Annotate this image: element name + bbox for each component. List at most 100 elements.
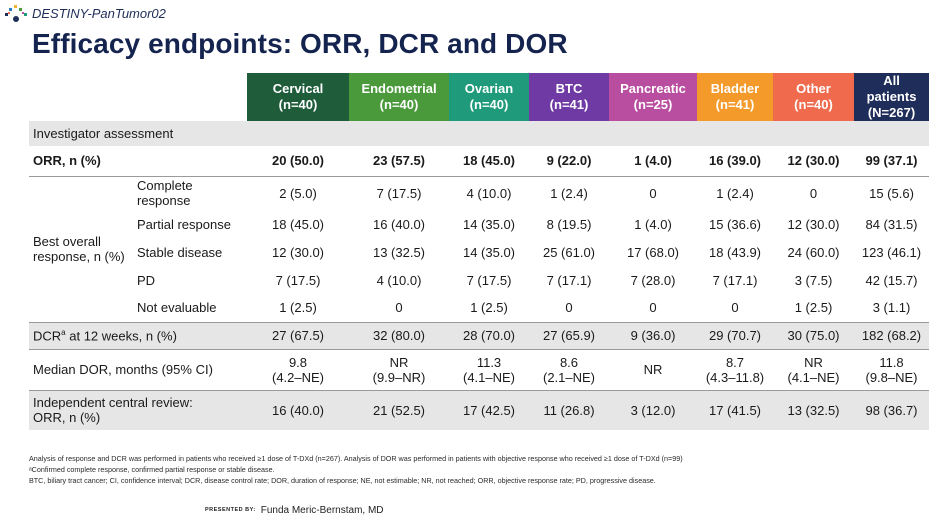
pr-label: Partial response bbox=[137, 216, 231, 232]
dor-value: NR bbox=[609, 349, 697, 391]
row-investigator: Investigator assessment bbox=[29, 121, 929, 146]
footnotes: Analysis of response and DCR was perform… bbox=[29, 453, 683, 486]
dcr-label: DCRa at 12 weeks, n (%) bbox=[29, 322, 247, 350]
pd-value: 4 (10.0) bbox=[376, 272, 422, 288]
icr-value: 13 (32.5) bbox=[773, 390, 854, 430]
dcr-label-sup: a bbox=[61, 327, 66, 337]
pr-value: 84 (31.5) bbox=[865, 216, 918, 232]
dcr-value: 182 (68.2) bbox=[854, 322, 929, 350]
dcr-value: 32 (80.0) bbox=[349, 322, 449, 350]
ne-value: 0 bbox=[609, 294, 697, 323]
column-name: All patients bbox=[866, 73, 917, 104]
pr-value: 1 (4.0) bbox=[634, 216, 672, 232]
dor-ci: (4.1–NE) bbox=[787, 369, 840, 385]
column-header-cervical: Cervical (n=40) bbox=[247, 73, 349, 121]
slide-title: Efficacy endpoints: ORR, DCR and DOR bbox=[32, 28, 568, 59]
pr-value: 18 (45.0) bbox=[271, 216, 325, 232]
pr-value: 12 (30.0) bbox=[787, 216, 840, 232]
column-header-pancreatic: Pancreatic (n=25) bbox=[609, 73, 697, 121]
sd-value: 25 (61.0) bbox=[542, 244, 596, 260]
ne-value: 1 (2.5) bbox=[449, 294, 529, 323]
ne-value: 1 (2.5) bbox=[247, 294, 349, 323]
column-n: (n=40) bbox=[278, 97, 318, 112]
footnote-abbreviations: BTC, biliary tract cancer; CI, confidenc… bbox=[29, 476, 656, 485]
header-row: Cervical (n=40) Endometrial (n=40) Ovarian (n… bbox=[29, 73, 929, 121]
column-name: Ovarian bbox=[464, 81, 514, 96]
dor-median: 11.8 bbox=[879, 354, 904, 370]
column-name: Bladder bbox=[710, 81, 760, 96]
dor-ci: (2.1–NE) bbox=[542, 369, 596, 385]
pr-value: 8 (19.5) bbox=[546, 216, 592, 232]
orr-value: 12 (30.0) bbox=[773, 146, 854, 177]
dor-median: 8.7 bbox=[725, 354, 745, 370]
dcr-value: 27 (65.9) bbox=[529, 322, 609, 350]
ne-value: 0 bbox=[349, 294, 449, 323]
dor-value: 11.3 (4.1–NE) bbox=[449, 349, 529, 391]
row-pd: PD 7 (17.5) 4 (10.0) 7 (17.5) 7 (17.1) 7 (28.… bbox=[29, 266, 929, 294]
row-sd: Stable disease 12 (30.0) 13 (32.5) 14 (35.0… bbox=[29, 238, 929, 266]
orr-value: 20 (50.0) bbox=[247, 146, 349, 177]
icr-label-line2: ORR, n (%) bbox=[33, 410, 101, 426]
ne-value: 3 (1.1) bbox=[854, 294, 929, 323]
sd-value: 17 (68.0) bbox=[626, 244, 680, 260]
sd-value: 18 (43.9) bbox=[708, 244, 762, 260]
dor-median: 11.3 bbox=[476, 354, 502, 370]
cr-value: 2 (5.0) bbox=[279, 185, 317, 201]
cr-label: Complete response bbox=[137, 178, 193, 209]
presenter-name: Funda Meric-Bernstam, MD bbox=[260, 505, 384, 516]
ne-value: 0 bbox=[697, 294, 773, 323]
column-header-endometrial: Endometrial (n=40) bbox=[349, 73, 449, 121]
column-header-bladder: Bladder (n=41) bbox=[697, 73, 773, 121]
sd-value: 13 (32.5) bbox=[372, 244, 426, 260]
pd-value: 7 (17.5) bbox=[466, 272, 512, 288]
column-n: (n=40) bbox=[379, 97, 419, 112]
study-name: DESTINY-PanTumor02 bbox=[32, 6, 166, 21]
row-dor: Median DOR, months (95% CI) 9.8 (4.2–NE) NR… bbox=[29, 349, 929, 391]
column-header-btc: BTC (n=41) bbox=[529, 73, 609, 121]
dor-median: NR bbox=[643, 362, 663, 377]
column-header-all-patients: All patients (N=267) bbox=[854, 73, 929, 121]
sd-value: 14 (35.0) bbox=[462, 244, 516, 260]
icr-value: 17 (41.5) bbox=[697, 390, 773, 430]
cr-value: 7 (17.5) bbox=[376, 185, 422, 201]
pd-value: 42 (15.7) bbox=[865, 272, 918, 288]
pd-value: 7 (17.1) bbox=[712, 272, 758, 288]
icr-value: 21 (52.5) bbox=[349, 390, 449, 430]
cr-value: 0 bbox=[809, 185, 818, 201]
dcr-value: 29 (70.7) bbox=[697, 322, 773, 350]
pd-value: 3 (7.5) bbox=[794, 272, 833, 288]
column-n: (n=41) bbox=[715, 97, 755, 112]
icr-value: 3 (12.0) bbox=[609, 390, 697, 430]
pd-value: 7 (17.1) bbox=[546, 272, 592, 288]
ne-value: 1 (2.5) bbox=[773, 294, 854, 323]
icr-value: 98 (36.7) bbox=[854, 390, 929, 430]
dor-median: NR bbox=[804, 354, 823, 370]
pr-value: 15 (36.6) bbox=[708, 216, 762, 232]
dcr-value: 28 (70.0) bbox=[449, 322, 529, 350]
row-dcr: DCRa at 12 weeks, n (%) 27 (67.5) 32 (80.0… bbox=[29, 322, 929, 350]
investigator-label: Investigator assessment bbox=[29, 121, 929, 146]
icr-label: Independent central review: ORR, n (%) bbox=[29, 390, 247, 430]
pr-value: 14 (35.0) bbox=[462, 216, 516, 232]
dor-median: 8.6 bbox=[559, 354, 579, 370]
row-pr: Partial response 18 (45.0) 16 (40.0) 14 (35… bbox=[29, 210, 929, 238]
column-n: (n=40) bbox=[794, 97, 833, 112]
pd-value: 7 (28.0) bbox=[630, 272, 676, 288]
presenter: PRESENTED BY: Funda Meric-Bernstam, MD bbox=[205, 505, 384, 516]
column-name: Cervical bbox=[272, 81, 324, 96]
orr-value: 16 (39.0) bbox=[697, 146, 773, 177]
dor-ci: (9.9–NR) bbox=[372, 369, 426, 385]
sd-label: Stable disease bbox=[137, 244, 223, 260]
cr-value: 0 bbox=[649, 185, 657, 201]
logo-icon bbox=[5, 5, 27, 22]
cr-value: 1 (2.4) bbox=[716, 185, 754, 201]
orr-value: 23 (57.5) bbox=[349, 146, 449, 177]
icr-label-line1: Independent central review: bbox=[33, 395, 193, 411]
dor-median: 9.8 bbox=[288, 354, 308, 370]
header-blank bbox=[29, 73, 247, 121]
column-name: Endometrial bbox=[361, 81, 437, 96]
ne-value: 0 bbox=[529, 294, 609, 323]
dcr-label-main: DCR bbox=[33, 328, 62, 344]
column-name: BTC bbox=[555, 81, 583, 96]
column-n: (n=41) bbox=[549, 97, 589, 112]
